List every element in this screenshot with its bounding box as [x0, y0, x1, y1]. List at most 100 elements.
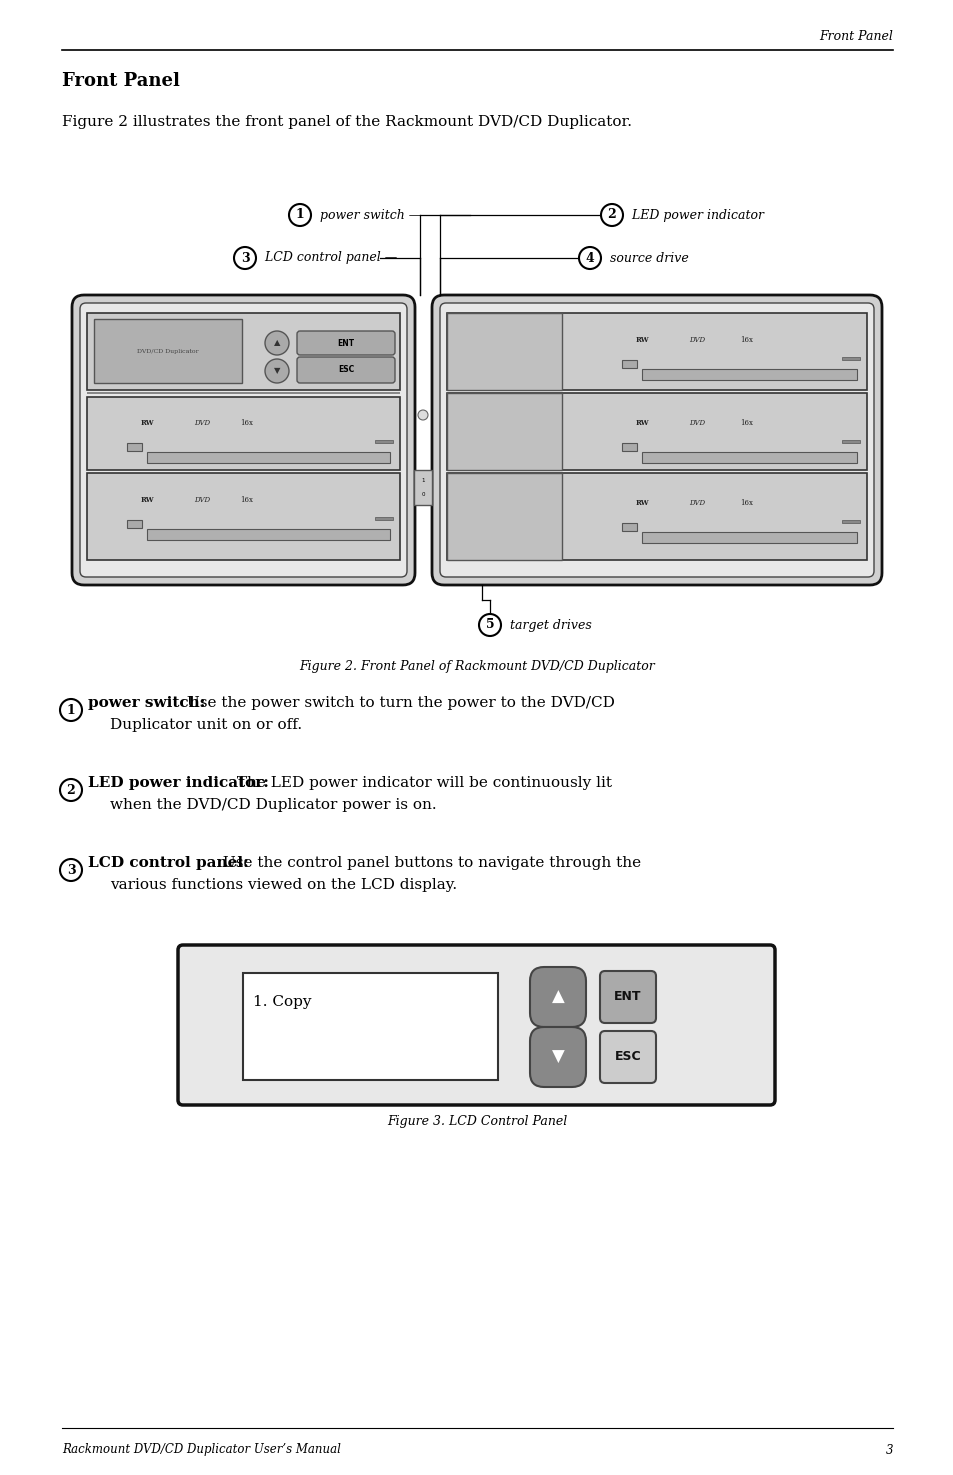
- Text: 1: 1: [67, 704, 75, 717]
- FancyBboxPatch shape: [599, 1031, 656, 1083]
- Text: ESC: ESC: [614, 1050, 640, 1063]
- Bar: [641, 451, 856, 463]
- Text: DVD: DVD: [688, 419, 704, 426]
- Bar: [87, 392, 399, 394]
- Circle shape: [417, 410, 428, 420]
- Bar: [375, 518, 393, 521]
- Text: 3: 3: [884, 1444, 892, 1456]
- FancyBboxPatch shape: [432, 295, 882, 586]
- Bar: [447, 392, 866, 471]
- Text: 1: 1: [421, 478, 424, 482]
- Text: Figure 2. Front Panel of Rackmount DVD/CD Duplicator: Figure 2. Front Panel of Rackmount DVD/C…: [299, 659, 654, 673]
- Text: ESC: ESC: [337, 366, 354, 375]
- Text: 16x: 16x: [240, 496, 253, 504]
- Text: RW: RW: [140, 496, 153, 504]
- FancyBboxPatch shape: [296, 357, 395, 384]
- Text: Use the control panel buttons to navigate through the: Use the control panel buttons to navigat…: [217, 855, 640, 870]
- FancyBboxPatch shape: [439, 302, 873, 577]
- Bar: [841, 357, 859, 360]
- Text: 16x: 16x: [740, 336, 753, 344]
- Text: ▲: ▲: [551, 988, 564, 1006]
- Text: 2: 2: [67, 783, 75, 796]
- Text: DVD: DVD: [193, 496, 210, 504]
- Text: RW: RW: [635, 499, 648, 507]
- Text: DVD/CD Duplicator: DVD/CD Duplicator: [137, 348, 198, 354]
- FancyBboxPatch shape: [296, 330, 395, 355]
- Text: 0: 0: [421, 493, 424, 497]
- Text: Duplicator unit on or off.: Duplicator unit on or off.: [110, 718, 302, 732]
- Text: 16x: 16x: [740, 419, 753, 426]
- Bar: [447, 473, 561, 560]
- Bar: [94, 319, 242, 384]
- Text: Figure 2 illustrates the front panel of the Rackmount DVD/CD Duplicator.: Figure 2 illustrates the front panel of …: [62, 115, 631, 128]
- Text: 16x: 16x: [240, 419, 253, 426]
- Bar: [621, 524, 637, 531]
- Text: LCD control panel —: LCD control panel —: [261, 252, 396, 264]
- FancyBboxPatch shape: [530, 968, 585, 1027]
- Bar: [621, 360, 637, 367]
- Bar: [127, 442, 142, 451]
- Text: power switch:: power switch:: [88, 696, 205, 709]
- FancyBboxPatch shape: [178, 945, 774, 1105]
- Circle shape: [578, 246, 600, 268]
- Text: Front Panel: Front Panel: [62, 72, 180, 90]
- Bar: [375, 440, 393, 442]
- Text: RW: RW: [635, 419, 648, 426]
- FancyBboxPatch shape: [80, 302, 407, 577]
- Circle shape: [60, 779, 82, 801]
- Text: 16x: 16x: [740, 499, 753, 507]
- Text: power switch —: power switch —: [315, 208, 421, 221]
- Bar: [621, 442, 637, 451]
- Bar: [447, 473, 866, 560]
- Bar: [641, 532, 856, 543]
- Text: DVD: DVD: [193, 419, 210, 426]
- FancyBboxPatch shape: [71, 295, 415, 586]
- Text: 3: 3: [240, 252, 249, 264]
- Bar: [841, 440, 859, 442]
- Text: source drive: source drive: [605, 252, 688, 264]
- FancyBboxPatch shape: [530, 1027, 585, 1087]
- Bar: [447, 392, 561, 471]
- Text: various functions viewed on the LCD display.: various functions viewed on the LCD disp…: [110, 878, 456, 892]
- Bar: [447, 313, 866, 389]
- Text: 5: 5: [485, 618, 494, 631]
- Text: Figure 3. LCD Control Panel: Figure 3. LCD Control Panel: [387, 1115, 566, 1128]
- Text: DVD: DVD: [688, 336, 704, 344]
- Text: DVD: DVD: [688, 499, 704, 507]
- Text: LED power indicator:: LED power indicator:: [88, 776, 269, 791]
- FancyBboxPatch shape: [599, 971, 656, 1024]
- Circle shape: [289, 204, 311, 226]
- Bar: [127, 521, 142, 528]
- Circle shape: [60, 699, 82, 721]
- Text: The LED power indicator will be continuously lit: The LED power indicator will be continuo…: [232, 776, 612, 791]
- Bar: [641, 369, 856, 381]
- Text: target drives: target drives: [505, 618, 591, 631]
- Bar: [447, 313, 561, 389]
- Circle shape: [265, 358, 289, 384]
- Bar: [243, 974, 497, 1080]
- Text: ENT: ENT: [337, 338, 355, 348]
- Text: LED power indicator: LED power indicator: [627, 208, 763, 221]
- Text: 4: 4: [585, 252, 594, 264]
- Circle shape: [60, 858, 82, 881]
- Bar: [414, 471, 432, 504]
- Bar: [87, 313, 399, 389]
- Text: RW: RW: [635, 336, 648, 344]
- Bar: [841, 521, 859, 524]
- Text: Use the power switch to turn the power to the DVD/CD: Use the power switch to turn the power t…: [181, 696, 614, 709]
- Text: RW: RW: [140, 419, 153, 426]
- Bar: [147, 530, 390, 540]
- Circle shape: [600, 204, 622, 226]
- Text: 2: 2: [607, 208, 616, 221]
- Text: ▲: ▲: [274, 338, 280, 348]
- Text: 3: 3: [67, 863, 75, 876]
- Text: ▼: ▼: [551, 1049, 564, 1066]
- Bar: [87, 397, 399, 471]
- Circle shape: [233, 246, 255, 268]
- Text: ENT: ENT: [614, 991, 641, 1003]
- Circle shape: [478, 614, 500, 636]
- Circle shape: [265, 330, 289, 355]
- Text: 1. Copy: 1. Copy: [253, 996, 312, 1009]
- Text: LCD control panel:: LCD control panel:: [88, 855, 249, 870]
- Bar: [87, 473, 399, 560]
